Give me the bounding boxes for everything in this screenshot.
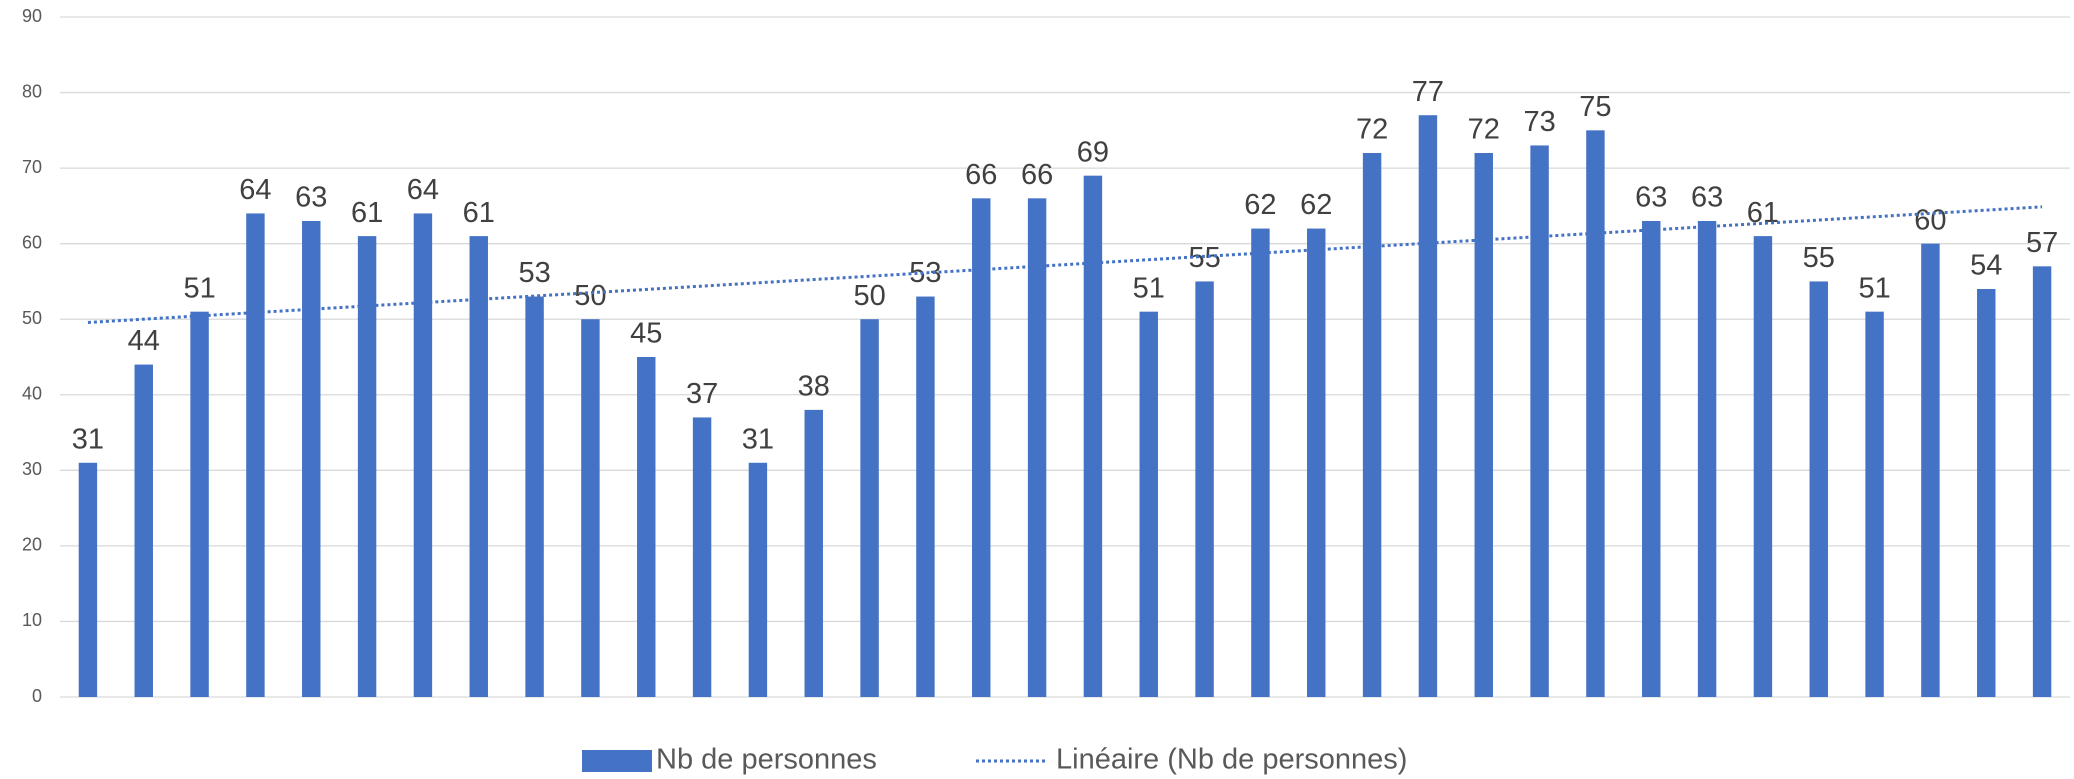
y-tick-label: 50 <box>22 308 42 328</box>
y-tick-label: 20 <box>22 535 42 555</box>
bar <box>692 417 712 697</box>
bar <box>1865 311 1884 697</box>
legend-label: Linéaire (Nb de personnes) <box>1056 744 1407 776</box>
data-label: 63 <box>295 182 327 214</box>
bar <box>2032 266 2052 697</box>
bar <box>1474 153 1493 697</box>
data-label: 66 <box>965 159 997 191</box>
data-label: 61 <box>1747 197 1779 229</box>
data-label: 31 <box>742 423 774 455</box>
data-label: 61 <box>351 197 383 229</box>
data-label: 60 <box>1914 204 1946 236</box>
legend-label: Nb de personnes <box>656 744 877 776</box>
y-tick-label: 80 <box>22 81 42 101</box>
data-label: 50 <box>853 280 885 312</box>
bar <box>1642 221 1661 697</box>
bar <box>1083 175 1103 697</box>
bar <box>1307 228 1326 698</box>
bar <box>1362 153 1382 697</box>
y-tick-label: 60 <box>22 232 42 252</box>
bar <box>246 213 265 697</box>
bar <box>1697 221 1717 697</box>
data-label: 54 <box>1970 250 2002 282</box>
bar <box>134 364 153 697</box>
bar <box>302 221 321 697</box>
data-label: 62 <box>1300 189 1332 221</box>
bar <box>1809 281 1828 697</box>
y-tick-label: 40 <box>22 384 42 404</box>
bar <box>1027 198 1047 698</box>
data-label: 63 <box>1635 182 1667 214</box>
bar <box>804 409 823 697</box>
data-label: 53 <box>909 257 941 289</box>
bar <box>916 296 935 697</box>
bar <box>1418 115 1438 697</box>
data-label: 44 <box>128 325 160 357</box>
data-label: 53 <box>518 257 550 289</box>
data-label: 77 <box>1412 76 1444 108</box>
data-label: 64 <box>407 174 439 206</box>
bar <box>1195 281 1214 697</box>
y-tick-label: 30 <box>22 459 42 479</box>
bar <box>1251 228 1270 698</box>
data-label: 75 <box>1579 91 1611 123</box>
bar <box>413 213 433 697</box>
data-label: 55 <box>1803 242 1835 274</box>
bar <box>748 462 768 697</box>
bar <box>469 236 488 697</box>
data-label: 69 <box>1077 136 1109 168</box>
y-tick-label: 10 <box>22 610 42 630</box>
data-label: 51 <box>1133 272 1165 304</box>
data-label: 31 <box>72 423 104 455</box>
data-label: 57 <box>2026 227 2058 259</box>
data-label: 73 <box>1523 106 1555 138</box>
data-label: 55 <box>1188 242 1220 274</box>
bar <box>1139 311 1158 697</box>
data-label: 63 <box>1691 182 1723 214</box>
bar <box>1586 130 1605 698</box>
data-label: 45 <box>630 318 662 350</box>
bar <box>1977 289 1996 697</box>
data-label: 64 <box>239 174 271 206</box>
bar <box>581 319 600 697</box>
bar <box>1530 145 1549 697</box>
data-label: 50 <box>574 280 606 312</box>
y-tick-label: 0 <box>32 686 42 706</box>
data-label: 51 <box>1858 272 1890 304</box>
bar <box>357 236 377 697</box>
legend-swatch <box>582 750 652 772</box>
data-label: 72 <box>1356 114 1388 146</box>
bar <box>525 296 544 697</box>
data-label: 61 <box>463 197 495 229</box>
bar <box>637 357 656 697</box>
data-label: 37 <box>686 378 718 410</box>
data-label: 72 <box>1468 114 1500 146</box>
bar <box>78 462 98 697</box>
data-label: 38 <box>798 371 830 403</box>
bar <box>1921 243 1940 697</box>
bar <box>860 319 879 697</box>
y-tick-label: 70 <box>22 157 42 177</box>
y-tick-label: 90 <box>22 6 42 26</box>
trendline <box>87 205 2043 324</box>
data-label: 51 <box>183 272 215 304</box>
bar <box>972 198 991 698</box>
data-label: 62 <box>1244 189 1276 221</box>
bar <box>1753 236 1773 697</box>
data-label: 66 <box>1021 159 1053 191</box>
bar <box>190 311 209 697</box>
